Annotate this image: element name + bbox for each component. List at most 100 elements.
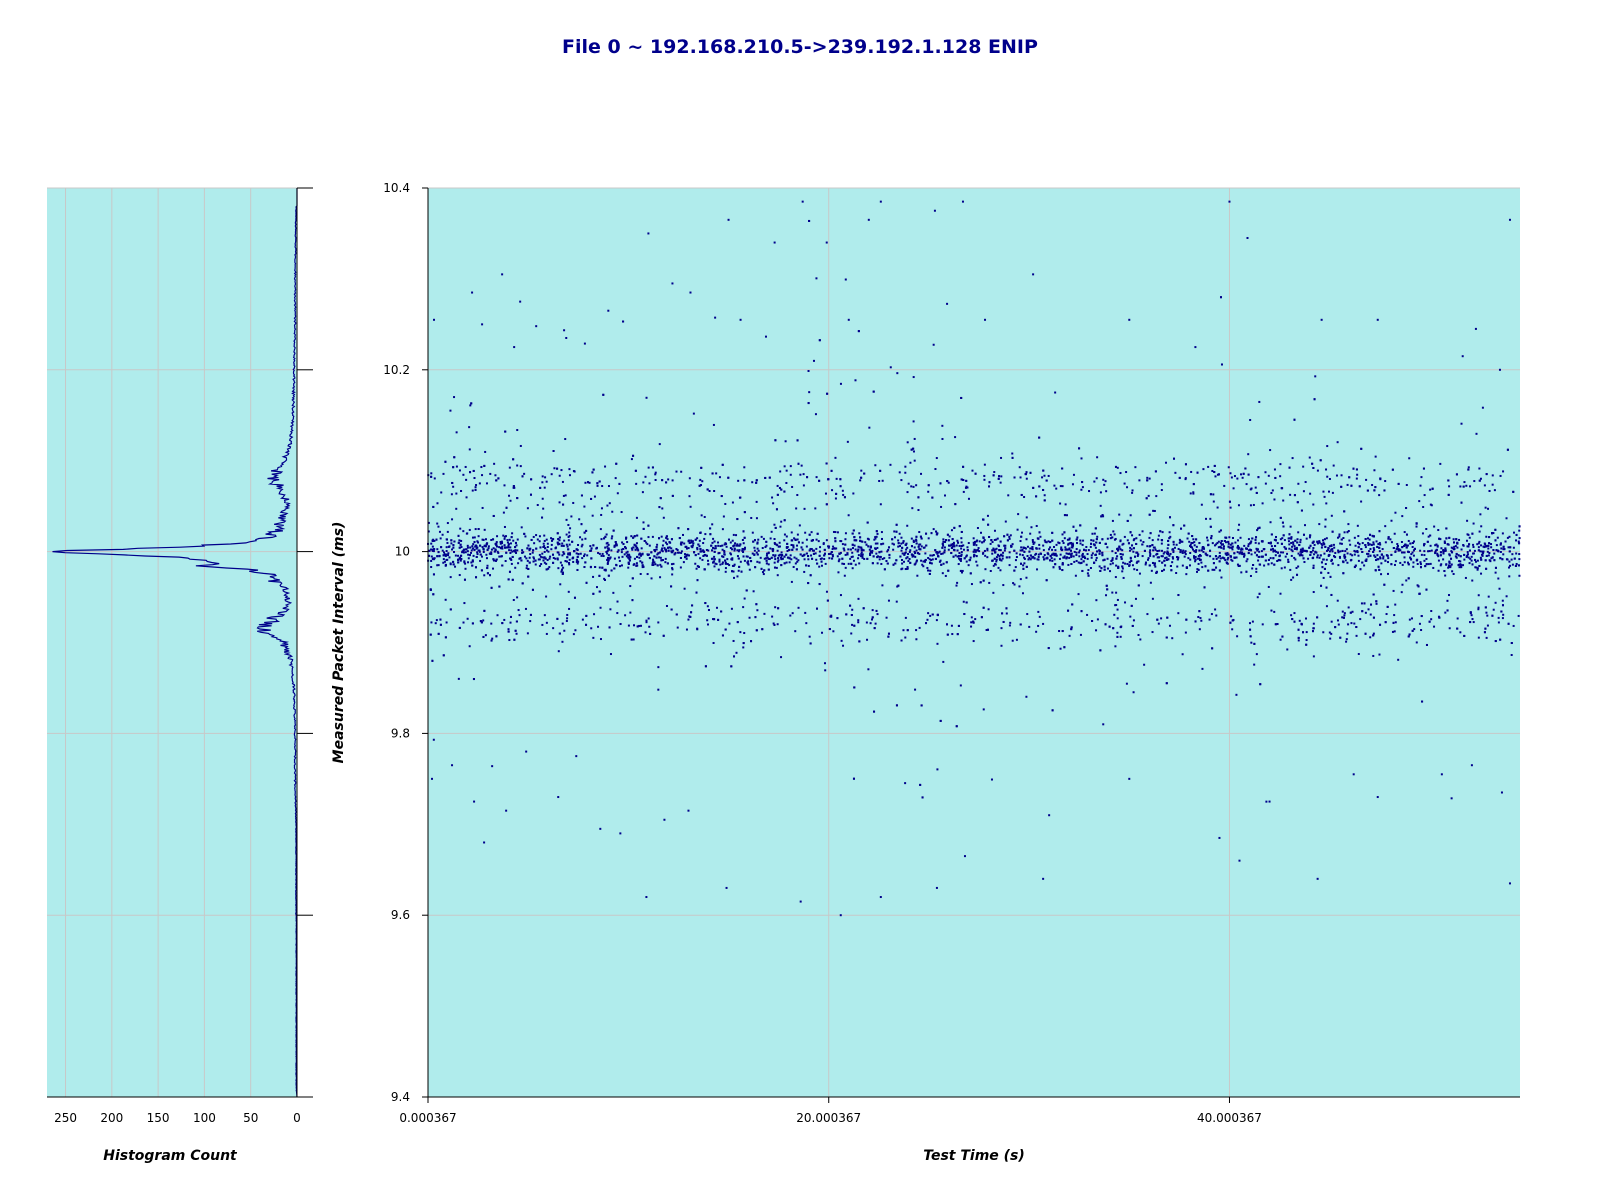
data-point — [1447, 594, 1450, 597]
data-point — [841, 557, 844, 560]
data-point — [1027, 558, 1030, 561]
data-point — [1301, 547, 1304, 550]
data-point — [1240, 571, 1243, 574]
scatter-plot-area — [428, 188, 1520, 1097]
data-point — [1025, 516, 1028, 519]
data-point — [1360, 500, 1363, 503]
data-point — [936, 768, 939, 771]
data-point — [516, 596, 519, 599]
data-point — [657, 688, 660, 691]
data-point — [1360, 602, 1363, 605]
data-point — [607, 559, 610, 562]
data-point — [926, 566, 929, 569]
data-point — [599, 606, 602, 609]
data-point — [441, 533, 444, 536]
data-point — [539, 555, 542, 558]
data-point — [1309, 551, 1312, 554]
data-point — [1086, 572, 1089, 575]
data-point — [1181, 653, 1184, 656]
data-point — [1311, 462, 1314, 465]
data-point — [654, 473, 657, 476]
data-point — [1446, 599, 1449, 602]
data-point — [451, 481, 454, 484]
data-point — [901, 552, 904, 555]
data-point — [510, 536, 513, 539]
data-point — [704, 602, 707, 605]
data-point — [1332, 464, 1335, 467]
data-point — [1116, 635, 1119, 638]
data-point — [831, 553, 834, 556]
data-point — [607, 574, 610, 577]
data-point — [1227, 466, 1230, 469]
data-point — [1251, 567, 1254, 570]
data-point — [1138, 479, 1141, 482]
data-point — [1223, 539, 1226, 542]
data-point — [495, 545, 498, 548]
data-point — [1172, 540, 1175, 543]
data-point — [467, 561, 470, 564]
data-point — [1095, 559, 1098, 562]
data-point — [1032, 542, 1035, 545]
data-point — [433, 477, 436, 480]
data-point — [792, 546, 795, 549]
data-point — [881, 584, 884, 587]
data-point — [505, 551, 508, 554]
data-point — [1364, 544, 1367, 547]
data-point — [763, 612, 766, 615]
data-point — [725, 545, 728, 548]
data-point — [1450, 797, 1453, 800]
data-point — [731, 548, 734, 551]
data-point — [1512, 624, 1515, 627]
data-point — [564, 438, 567, 441]
data-point — [1246, 558, 1249, 561]
data-point — [653, 549, 656, 552]
data-point — [913, 546, 916, 549]
data-point — [1239, 551, 1242, 554]
data-point — [704, 533, 707, 536]
data-point — [893, 530, 896, 533]
data-point — [835, 547, 838, 550]
data-point — [1386, 554, 1389, 557]
data-point — [1273, 468, 1276, 471]
data-point — [1021, 549, 1024, 552]
data-point — [1297, 531, 1300, 534]
data-point — [529, 613, 532, 616]
data-point — [639, 560, 642, 563]
data-point — [1256, 549, 1259, 552]
data-point — [1300, 623, 1303, 626]
data-point — [935, 457, 938, 460]
data-point — [1149, 544, 1152, 547]
data-point — [510, 549, 513, 552]
data-point — [980, 531, 983, 534]
data-point — [713, 540, 716, 543]
data-point — [607, 547, 610, 550]
data-point — [1439, 462, 1442, 465]
data-point — [1367, 542, 1370, 545]
data-point — [944, 540, 947, 543]
data-point — [737, 569, 740, 572]
data-point — [896, 585, 899, 588]
data-point — [1099, 491, 1102, 494]
data-point — [615, 563, 618, 566]
data-point — [1447, 479, 1450, 482]
data-point — [1413, 628, 1416, 631]
data-point — [1369, 636, 1372, 639]
data-point — [1067, 552, 1070, 555]
data-point — [1125, 682, 1128, 685]
data-point — [1052, 545, 1055, 548]
data-point — [560, 564, 563, 567]
data-point — [1138, 572, 1141, 575]
data-point — [814, 507, 817, 510]
data-point — [439, 537, 442, 540]
data-point — [1087, 569, 1090, 572]
data-point — [1079, 524, 1082, 527]
data-point — [1174, 471, 1177, 474]
data-point — [545, 480, 548, 483]
data-point — [1490, 557, 1493, 560]
data-point — [842, 644, 845, 647]
data-point — [1339, 542, 1342, 545]
data-point — [900, 542, 903, 545]
data-point — [687, 809, 690, 812]
data-point — [1301, 554, 1304, 557]
data-point — [702, 550, 705, 553]
